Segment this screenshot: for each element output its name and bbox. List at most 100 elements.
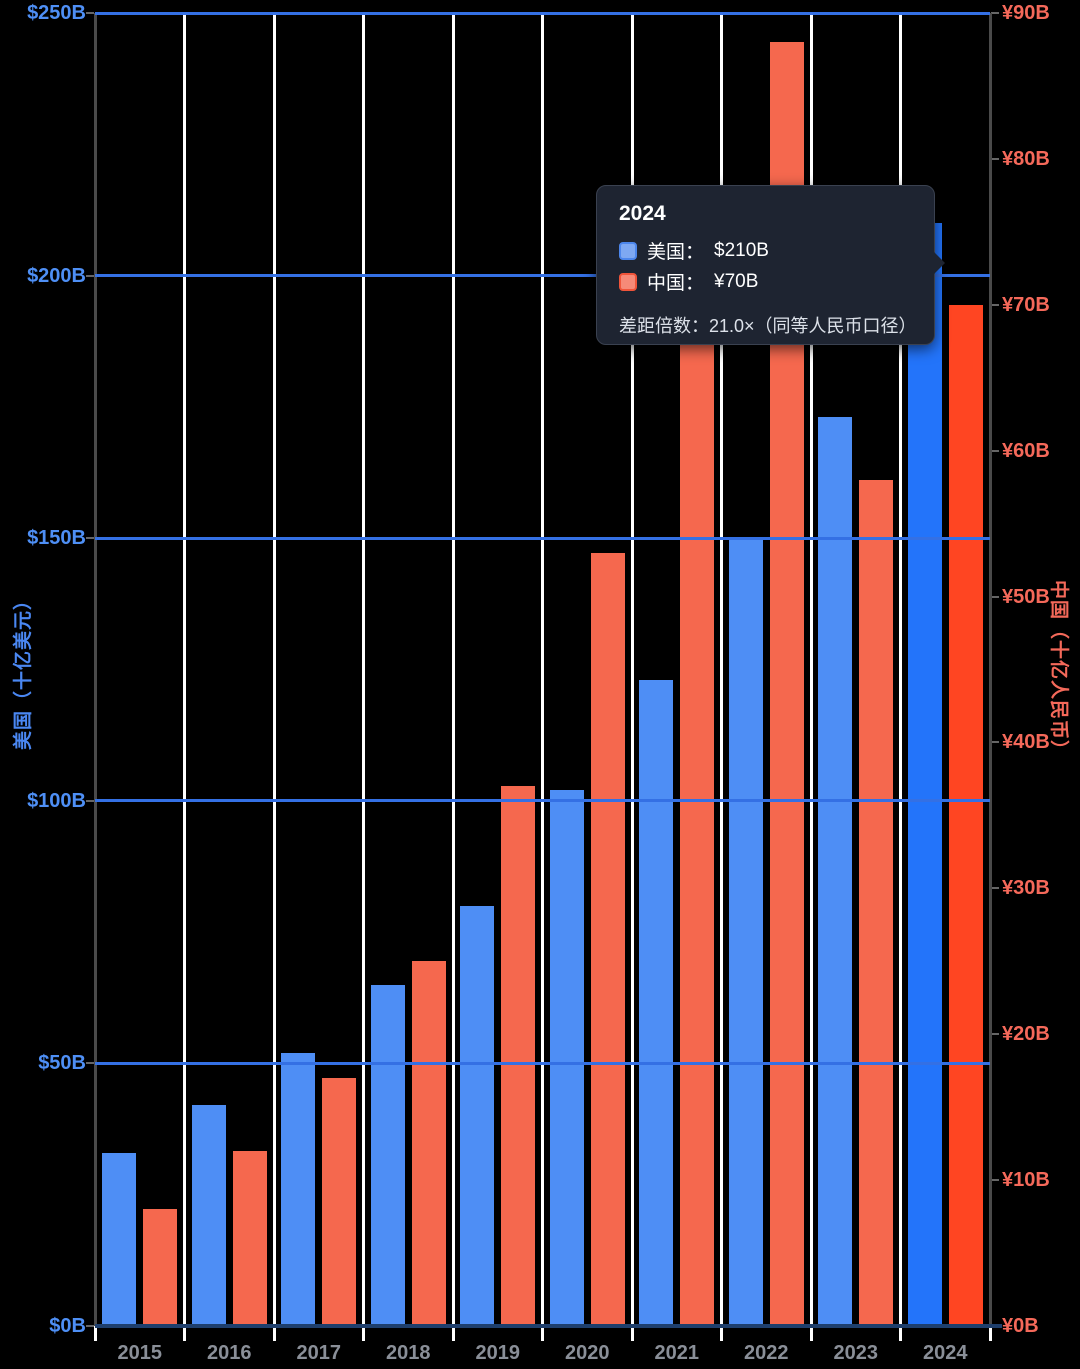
right-axis-tick-mark	[991, 157, 999, 160]
x-axis-tick	[630, 1326, 634, 1341]
right-axis-line	[988, 13, 992, 1326]
left-axis-tick-label: $200B	[27, 264, 86, 287]
tooltip-us-label: 美国：	[647, 242, 705, 263]
tooltip-cn-label: 中国：	[647, 273, 705, 294]
right-axis-tick-label: ¥90B	[1002, 2, 1050, 24]
bar-us-2019[interactable]	[460, 906, 495, 1326]
x-axis-tick	[451, 1326, 455, 1341]
vertical-gridline	[183, 13, 186, 1326]
x-axis-label-2024: 2024	[923, 1342, 968, 1364]
horizontal-gridline	[95, 799, 990, 803]
vertical-gridline	[541, 13, 544, 1326]
bar-cn-2018[interactable]	[411, 961, 446, 1326]
left-axis-tick-mark	[86, 1325, 94, 1327]
x-axis-label-2023: 2023	[833, 1342, 879, 1364]
vertical-gridline	[720, 13, 723, 1326]
bar-us-2024[interactable]	[907, 223, 942, 1326]
right-axis-tick-mark	[991, 741, 999, 744]
left-axis-tick-mark	[86, 274, 94, 277]
bar-cn-2020[interactable]	[590, 553, 625, 1326]
tooltip-cn-value: ¥70B	[714, 270, 759, 292]
bar-us-2017[interactable]	[281, 1053, 316, 1326]
right-axis-tick-mark	[991, 12, 999, 14]
tooltip-row-us: 美国： $210B	[619, 235, 912, 266]
cn-series-swatch-icon	[619, 272, 637, 291]
vertical-gridline	[272, 13, 276, 1326]
right-axis-tick-label: ¥40B	[1002, 731, 1050, 754]
x-axis-tick	[183, 1326, 186, 1341]
left-axis-tick-label: $100B	[27, 789, 86, 812]
right-axis-tick-label: ¥0B	[1002, 1315, 1039, 1337]
bar-us-2021[interactable]	[639, 680, 674, 1326]
x-axis-label-2022: 2022	[744, 1342, 789, 1364]
bar-cn-2017[interactable]	[322, 1078, 357, 1326]
horizontal-gridline	[95, 274, 990, 278]
x-axis-label-2018: 2018	[386, 1342, 431, 1364]
x-axis-tick	[362, 1326, 365, 1341]
vertical-gridline	[451, 13, 455, 1326]
bar-us-2015[interactable]	[102, 1153, 137, 1326]
left-axis-tick-label: $250B	[27, 2, 86, 24]
right-axis-tick-mark	[991, 449, 999, 452]
bar-us-2016[interactable]	[191, 1105, 226, 1326]
tooltip-us-value: $210B	[714, 239, 769, 261]
bar-us-2020[interactable]	[549, 790, 584, 1326]
left-axis-tick-mark	[86, 799, 94, 802]
right-axis-tick-label: ¥80B	[1002, 147, 1050, 170]
x-axis-label-2016: 2016	[207, 1342, 252, 1364]
horizontal-gridline	[95, 536, 990, 540]
vertical-gridline	[899, 13, 902, 1326]
x-axis-tick	[988, 1326, 992, 1341]
x-axis-label-2015: 2015	[117, 1342, 163, 1364]
left-axis-line	[93, 13, 97, 1326]
x-axis-tick	[809, 1326, 813, 1341]
right-axis-tick-label: ¥10B	[1002, 1169, 1050, 1192]
right-axis-tick-label: ¥30B	[1002, 877, 1050, 900]
right-axis-tick-mark	[991, 595, 999, 598]
bar-cn-2019[interactable]	[501, 786, 536, 1326]
vertical-gridline	[362, 13, 365, 1326]
tooltip-title: 2024	[619, 202, 666, 225]
horizontal-gridline	[95, 1061, 990, 1065]
bar-cn-2023[interactable]	[859, 480, 894, 1326]
right-axis-tick-label: ¥60B	[1002, 439, 1050, 462]
right-axis-tick-mark	[991, 1033, 999, 1036]
x-axis-tick	[93, 1326, 97, 1341]
x-axis-label-2020: 2020	[565, 1342, 610, 1364]
right-axis-tick-label: ¥50B	[1002, 585, 1050, 608]
bar-cn-2016[interactable]	[232, 1151, 267, 1326]
x-axis-tick	[272, 1326, 276, 1341]
left-axis-tick-mark	[86, 1062, 94, 1065]
bar-cn-2024[interactable]	[948, 305, 983, 1326]
horizontal-gridline	[95, 11, 990, 15]
left-axis-tick-label: $0B	[49, 1315, 86, 1337]
right-axis-tick-label: ¥20B	[1002, 1023, 1050, 1046]
bar-us-2022[interactable]	[728, 538, 763, 1326]
left-axis-tick-mark	[86, 12, 94, 14]
bar-cn-2015[interactable]	[143, 1209, 178, 1326]
x-axis-label-2017: 2017	[296, 1342, 342, 1364]
bar-us-2018[interactable]	[370, 985, 405, 1326]
vertical-gridline	[809, 13, 813, 1326]
x-axis-label-2021: 2021	[654, 1342, 700, 1364]
x-axis-tick	[541, 1326, 544, 1341]
tooltip: 2024 美国： $210B 中国： ¥70B 差距倍数：21.0×（同等人民币口径…	[596, 185, 945, 345]
x-axis-tick	[899, 1326, 902, 1341]
right-axis-title: 中国（十亿人民币）	[1048, 579, 1069, 760]
x-axis-baseline	[95, 1324, 1002, 1328]
left-axis-tick-label: $50B	[38, 1052, 86, 1075]
vertical-gridline	[630, 13, 634, 1326]
right-axis-tick-mark	[991, 1179, 999, 1182]
left-axis-tick-label: $150B	[27, 527, 86, 550]
right-axis-tick-mark	[991, 887, 999, 890]
tooltip-footer: 差距倍数：21.0×（同等人民币口径）	[619, 316, 917, 336]
tooltip-arrow-icon	[933, 251, 945, 275]
right-axis-tick-mark	[991, 303, 999, 306]
tooltip-row-cn: 中国： ¥70B	[619, 266, 912, 297]
plot-area	[93, 11, 1002, 1341]
right-axis-tick-label: ¥70B	[1002, 293, 1050, 316]
left-axis-title: 美国（十亿美元）	[13, 590, 34, 751]
bar-us-2023[interactable]	[818, 417, 853, 1326]
x-axis-label-2019: 2019	[475, 1342, 521, 1364]
us-series-swatch-icon	[619, 241, 637, 260]
